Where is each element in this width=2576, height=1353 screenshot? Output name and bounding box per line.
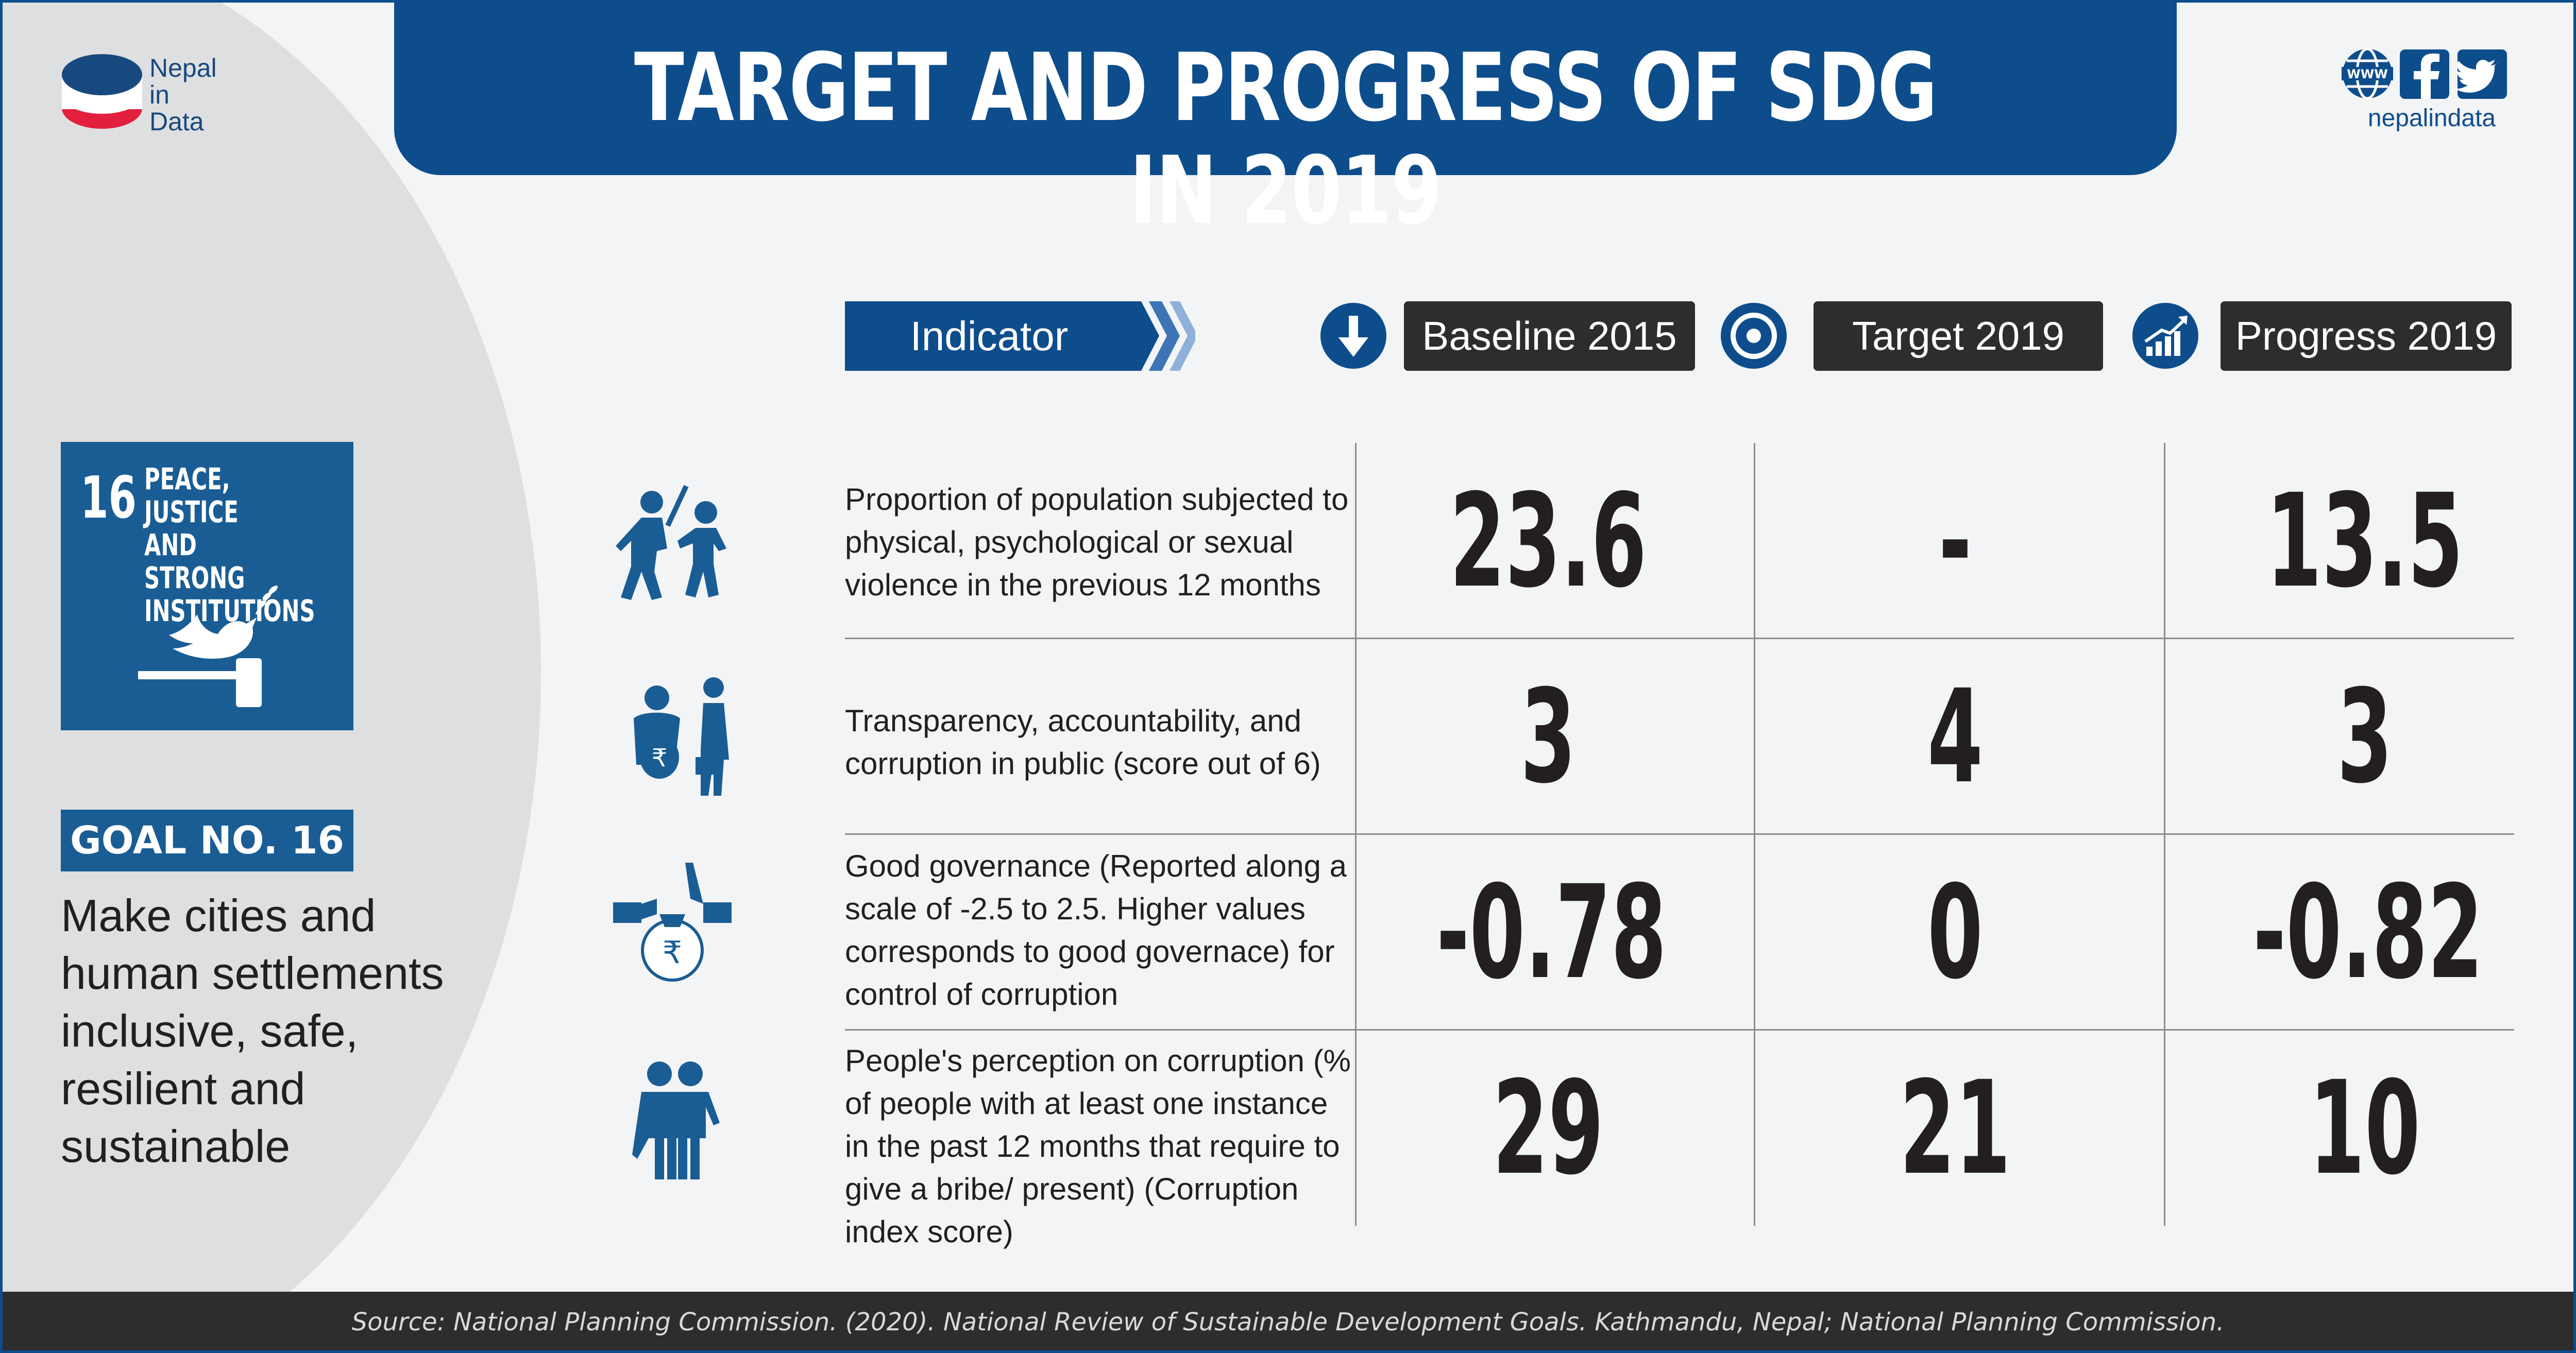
target-value: 21 — [1900, 1053, 2011, 1203]
progress-value: 3 — [2337, 662, 2393, 812]
logo-text: Nepal in Data — [149, 55, 217, 135]
baseline-value: 23.6 — [1449, 466, 1647, 616]
indicator-text: People's perception on corruption (% of … — [845, 1043, 1351, 1249]
bribery-icon: ₹ — [634, 677, 729, 796]
social-icons: WWW — [2342, 47, 2507, 100]
arrow-down-icon — [1320, 303, 1386, 369]
goal-badge: GOAL NO. 16 — [61, 810, 353, 871]
goal-description: Make cities and human settlements inclus… — [61, 890, 444, 1172]
target-value: 0 — [1927, 858, 1983, 1007]
progress-value: 10 — [2309, 1053, 2420, 1203]
logo-line-3: Data — [149, 107, 204, 136]
column-header-progress: Progress 2019 — [2221, 301, 2512, 371]
baseline-value: 3 — [1520, 662, 1576, 812]
footer-bar — [0, 1292, 2576, 1353]
sdg-label-line-2: AND STRONG — [144, 527, 245, 595]
source-citation: Source: National Planning Commission. (2… — [351, 1308, 2225, 1337]
row-divider — [845, 1029, 2514, 1031]
globe-www-icon[interactable]: WWW — [2342, 47, 2393, 100]
target-value: - — [1938, 466, 1972, 616]
row-divider — [845, 833, 2514, 835]
social-handle[interactable]: nepalindata — [2367, 105, 2496, 132]
nepal-in-data-logo — [62, 54, 142, 129]
money-bag-handshake-icon: ₹ — [613, 863, 732, 982]
violence-icon — [616, 485, 726, 600]
progress-value: -0.82 — [2253, 858, 2483, 1007]
logo-line-2: in — [149, 80, 170, 109]
progress-value: 13.5 — [2266, 466, 2464, 616]
dove-gavel-icon — [138, 585, 278, 707]
indicator-text: Good governance (Reported along a scale … — [845, 849, 1347, 1012]
facebook-icon[interactable] — [2400, 49, 2449, 99]
svg-text:WWW: WWW — [2347, 67, 2387, 81]
indicator-text: Transparency, accountability, and corrup… — [845, 704, 1321, 781]
svg-text:₹: ₹ — [652, 744, 668, 773]
title-banner — [394, 0, 2177, 175]
sdg-label-line-1: PEACE, JUSTICE — [144, 461, 239, 529]
growth-chart-icon — [2132, 303, 2198, 369]
twitter-icon[interactable] — [2454, 49, 2507, 99]
target-value: 4 — [1927, 662, 1983, 812]
svg-text:₹: ₹ — [663, 935, 682, 971]
target-icon — [1721, 303, 1787, 369]
baseline-value: 29 — [1493, 1053, 1604, 1203]
column-header-baseline: Baseline 2015 — [1404, 301, 1695, 371]
column-header-target: Target 2019 — [1814, 301, 2103, 371]
sdg-16-tile: 16 PEACE, JUSTICE AND STRONG INSTITUTION… — [61, 442, 353, 730]
sdg-number: 16 — [80, 465, 137, 532]
logo-line-1: Nepal — [149, 54, 217, 82]
baseline-value: -0.78 — [1436, 858, 1667, 1007]
indicator-text: Proportion of population subjected to ph… — [845, 482, 1349, 602]
row-divider — [845, 638, 2514, 639]
people-group-icon — [632, 1061, 720, 1179]
page-title: TARGET AND PROGRESS OF SDG IN 2019 — [634, 33, 1938, 245]
indicator-header-arrow — [845, 301, 1195, 371]
indicator-header-label: Indicator — [910, 313, 1069, 359]
